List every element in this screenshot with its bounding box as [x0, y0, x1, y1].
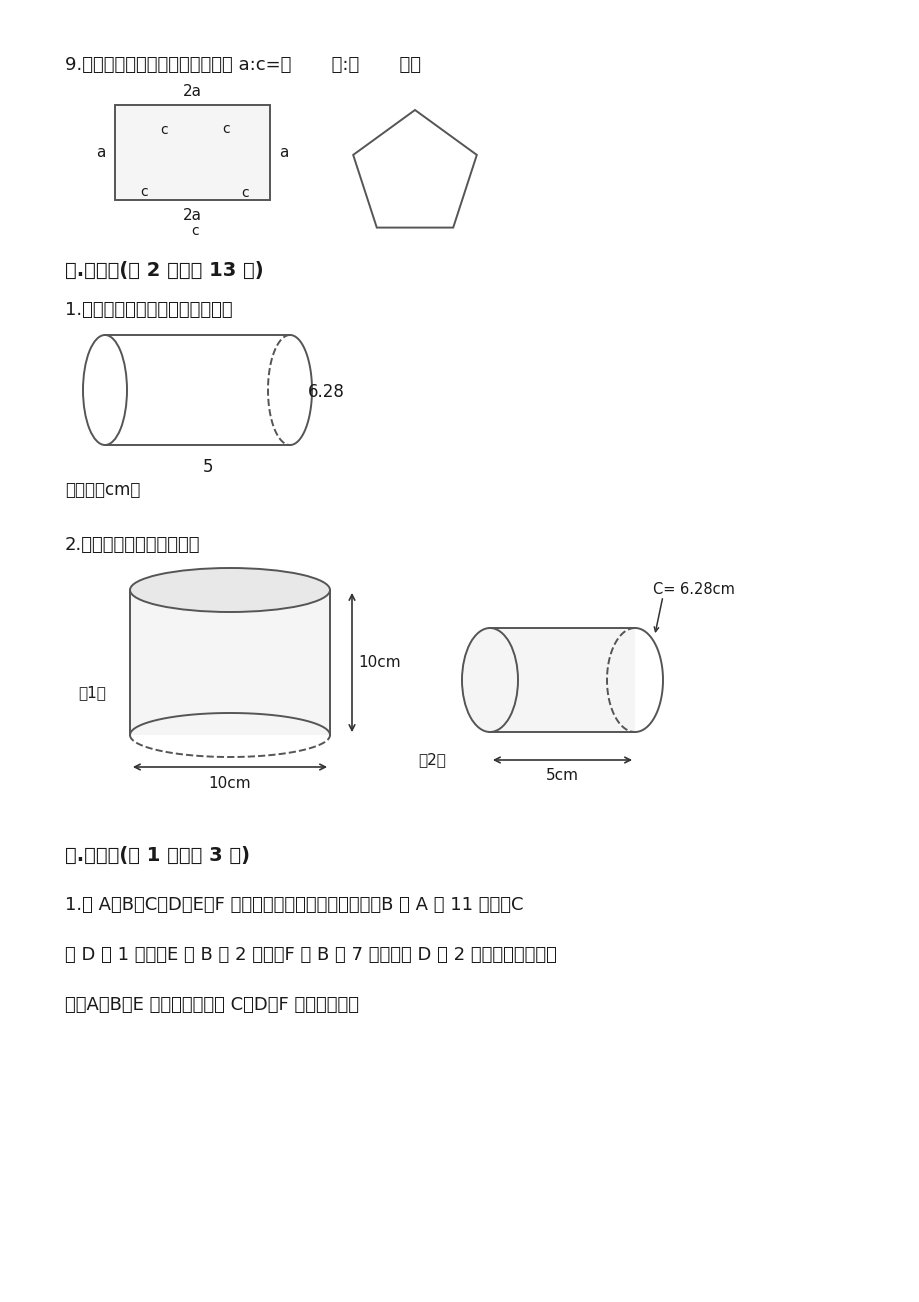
Text: c: c [241, 186, 248, 199]
Text: 5cm: 5cm [545, 768, 578, 784]
Ellipse shape [130, 568, 330, 612]
Text: 6.28: 6.28 [308, 383, 345, 401]
Bar [490, 628, 634, 732]
Text: c: c [141, 185, 148, 199]
Text: 2.计算下面圆柱的表面积。: 2.计算下面圆柱的表面积。 [65, 536, 200, 553]
Text: c: c [221, 122, 230, 137]
Bar [130, 590, 330, 736]
Text: 上，A、B、E 已标出，请你将 C、D、F 也标在图上。: 上，A、B、E 已标出，请你将 C、D、F 也标在图上。 [65, 996, 358, 1014]
Text: 9.如图，两个图形的周长相等，则 a:c=（       ）:（       ）。: 9.如图，两个图形的周长相等，则 a:c=（ ）:（ ）。 [65, 56, 421, 74]
Text: （2）: （2） [417, 753, 446, 767]
Text: 2a: 2a [183, 83, 202, 99]
Text: 五.作图题(共 1 题，共 3 分): 五.作图题(共 1 题，共 3 分) [65, 845, 250, 865]
Text: a: a [279, 145, 289, 160]
Text: 比 D 瞮 1 厘米，E 比 B 高 2 厘米，F 比 B 瞮 7 厘米，比 D 瞮 2 厘米，在一条数轴: 比 D 瞮 1 厘米，E 比 B 高 2 厘米，F 比 B 瞮 7 厘米，比 D… [65, 947, 556, 963]
Text: C= 6.28cm: C= 6.28cm [652, 582, 734, 598]
Text: 1.有 A、B、C、D、E、F 六个小孩比身高，比的结果是：B 比 A 高 11 厘米，C: 1.有 A、B、C、D、E、F 六个小孩比身高，比的结果是：B 比 A 高 11… [65, 896, 523, 914]
Ellipse shape [461, 628, 517, 732]
Bar [105, 335, 289, 445]
Text: 1.计算下面图柱的表面积是多少？: 1.计算下面图柱的表面积是多少？ [65, 301, 233, 319]
Text: 四.计算题(共 2 题，共 13 分): 四.计算题(共 2 题，共 13 分) [65, 260, 264, 280]
Text: c: c [160, 124, 167, 137]
Text: 2a: 2a [183, 208, 202, 224]
Text: 5: 5 [203, 458, 213, 477]
Ellipse shape [83, 335, 127, 445]
Text: （1）: （1） [78, 685, 106, 700]
Text: （单位：cm）: （单位：cm） [65, 480, 141, 499]
Text: a: a [96, 145, 106, 160]
Text: c: c [191, 224, 199, 238]
Text: 10cm: 10cm [357, 655, 400, 671]
Bar [115, 105, 269, 201]
Text: 10cm: 10cm [209, 776, 251, 792]
